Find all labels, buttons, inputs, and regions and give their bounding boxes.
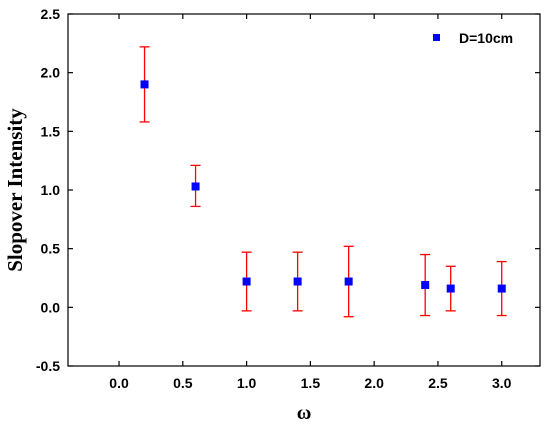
y-axis-ticks: -0.5 0.0 0.5 1.0 1.5 2.0 2.5 — [36, 6, 540, 374]
data-series — [139, 46, 507, 318]
y-tick-label: 2.5 — [41, 6, 61, 22]
y-tick-label: 1.0 — [41, 182, 61, 198]
data-point — [242, 277, 251, 286]
x-tick-label: 1.0 — [237, 375, 257, 391]
plot-frame — [67, 13, 541, 367]
data-point — [191, 182, 200, 191]
data-point — [344, 277, 353, 286]
data-point — [421, 281, 430, 290]
data-point — [497, 284, 506, 293]
y-tick-label: 1.5 — [41, 123, 61, 139]
y-tick-label: 2.0 — [41, 65, 61, 81]
x-axis-title: ω — [297, 402, 312, 424]
data-point — [140, 80, 149, 89]
legend: D=10cm — [433, 30, 513, 46]
legend-label: D=10cm — [459, 30, 513, 46]
data-point — [446, 284, 455, 293]
x-tick-label: 2.0 — [364, 375, 384, 391]
x-axis-ticks: 0.0 0.5 1.0 1.5 2.0 2.5 3.0 — [109, 14, 512, 391]
y-tick-label: 0.0 — [41, 299, 61, 315]
x-tick-label: 0.5 — [173, 375, 193, 391]
y-axis-title: Slopover Intensity — [3, 108, 27, 272]
data-point — [293, 277, 302, 286]
y-tick-label: 0.5 — [41, 241, 61, 257]
x-tick-label: 0.0 — [109, 375, 129, 391]
x-tick-label: 2.5 — [428, 375, 448, 391]
y-tick-label: -0.5 — [36, 358, 60, 374]
x-tick-label: 1.5 — [301, 375, 321, 391]
legend-marker — [433, 34, 440, 41]
x-tick-label: 3.0 — [492, 375, 512, 391]
